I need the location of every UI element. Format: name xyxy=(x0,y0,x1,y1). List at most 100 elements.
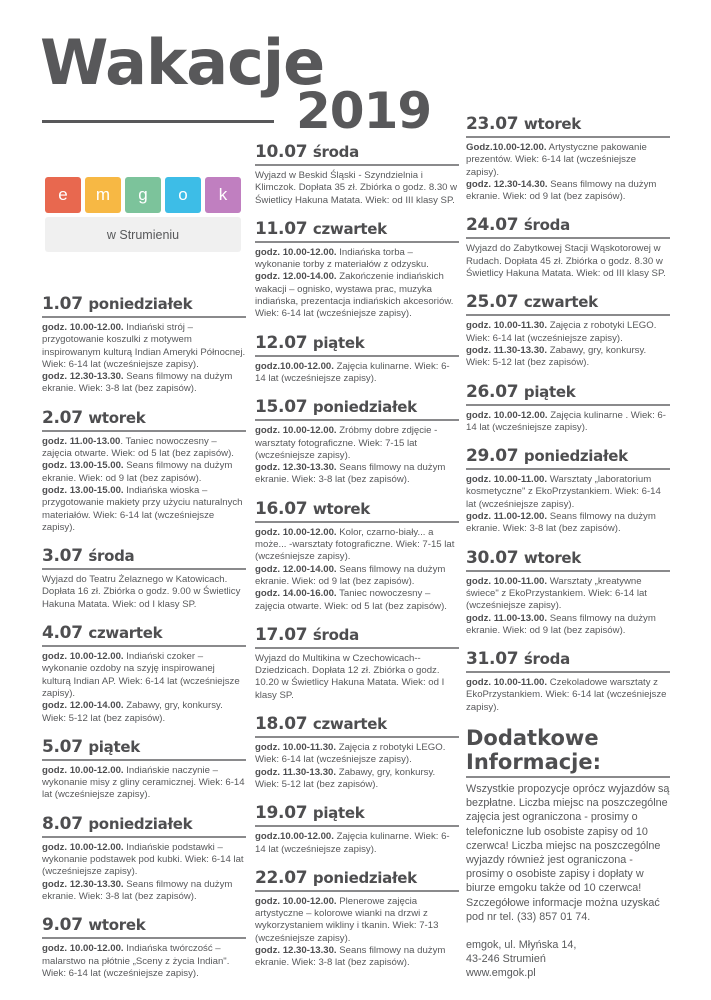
activity-time: godz. 12.00-14.00. xyxy=(255,271,337,283)
day-name: środa xyxy=(312,625,359,644)
day-entry: 3.07 środa Wyjazd do Teatru Żelaznego w K… xyxy=(42,546,246,611)
logo-tile-g: g xyxy=(125,177,161,213)
activity-text: Seans filmowy na dużym ekranie. Wiek: 3-… xyxy=(42,878,233,902)
activity-text: Warsztaty „kreatywne świece" z EkoPrzyst… xyxy=(466,575,647,612)
activity-text: Seans filmowy na dużym ekranie. Wiek: 3-… xyxy=(255,462,446,486)
activity-text: Seans filmowy na dużym ekranie. Wiek: 3-… xyxy=(466,511,656,535)
activity-time: godz. 12.00-14.00. xyxy=(255,563,337,575)
day-name: środa xyxy=(523,216,570,235)
day-heading: 9.07 wtorek xyxy=(42,915,246,940)
activity-time: godz. 12.30-13.30. xyxy=(42,878,124,890)
day-entry: 2.07 wtorek godz. 11.00-13.00. Taniec now… xyxy=(42,408,246,534)
activity: godz. 10.00-12.00. Indiańska torba – wyk… xyxy=(255,247,459,272)
day-heading: 19.07 piątek xyxy=(255,803,459,828)
activity-text: Wyjazd do Multikina w Czechowicach--Dzie… xyxy=(255,652,445,701)
activity-text: Seans filmowy na dużym ekranie. Wiek: od… xyxy=(466,178,657,203)
day-entry: 17.07 środa Wyjazd do Multikina w Czechow… xyxy=(255,625,459,702)
day-heading: 16.07 wtorek xyxy=(255,499,459,523)
day-name: czwartek xyxy=(523,293,598,312)
day-name: środa xyxy=(88,547,135,566)
day-date: 15.07 xyxy=(255,397,308,418)
day-date: 26.07 xyxy=(466,381,519,402)
day-entry: 22.07 poniedziałek godz. 10.00-12.00. Ple… xyxy=(255,868,459,970)
activity-time: godz.10.00-12.00. xyxy=(255,831,334,843)
day-name: poniedziałek xyxy=(523,447,628,466)
activity: Wyjazd w Beskid Śląski - Szyndzielnia i … xyxy=(255,170,459,207)
activity: godz. 11.00-13.00. Seans filmowy na duży… xyxy=(466,613,670,638)
activity-time: godz. 10.00-12.00. xyxy=(255,895,337,907)
day-name: czwartek xyxy=(312,715,387,734)
activity: godz. 10.00-11.30. Zajęcia z robotyki LE… xyxy=(255,742,459,767)
activity: godz.10.00-12.00. Zajęcia kulinarne. Wie… xyxy=(255,831,459,856)
activity: godz. 12.00-14.00. Zabawy, gry, konkursy… xyxy=(42,700,246,725)
address-street: emgok, ul. Młyńska 14, xyxy=(466,939,577,952)
day-date: 11.07 xyxy=(255,218,308,239)
activity-text: Taniec nowoczesny – zajęcia otwarte. Wie… xyxy=(255,588,447,612)
info-heading: Dodatkowe Informacje: xyxy=(466,726,670,779)
activity: godz. 10.00-11.00. Warsztaty „kreatywne … xyxy=(466,576,670,613)
day-name: wtorek xyxy=(312,499,370,518)
activity-time: godz.10.00-12.00. xyxy=(255,360,334,372)
activity: godz.10.00-12.00. Zajęcia kulinarne. Wie… xyxy=(255,361,459,386)
activity: godz. 12.30-13.30. Seans filmowy na duży… xyxy=(255,462,459,487)
activity-text: Warsztaty „laboratorium kosmetyczne" z E… xyxy=(466,474,661,510)
activity-time: godz. 10.00-11.00. xyxy=(466,677,548,689)
activity: godz. 11.30-13.30. Zabawy, gry, konkursy… xyxy=(466,345,670,370)
activity-time: godz. 12.30-13.30. xyxy=(255,462,337,474)
activity-time: godz. 10.00-11.30. xyxy=(255,742,337,754)
day-heading: 15.07 poniedziałek xyxy=(255,397,459,422)
schedule-column-2: 10.07 środa Wyjazd w Beskid Śląski - Szyn… xyxy=(255,142,459,982)
activity-time: godz. 13.00-15.00. xyxy=(42,484,124,496)
day-name: wtorek xyxy=(88,916,146,935)
activity-text: Indiańska twórczość – malarstwo na płótn… xyxy=(42,943,230,979)
activity-text: Indiański strój – przygotowanie koszulki… xyxy=(42,322,246,370)
day-entry: 15.07 poniedziałek godz. 10.00-12.00. Zró… xyxy=(255,397,459,486)
day-name: poniedziałek xyxy=(312,868,417,887)
day-entry: 18.07 czwartek godz. 10.00-11.30. Zajęcia… xyxy=(255,714,459,791)
day-heading: 11.07 czwartek xyxy=(255,219,459,243)
activity: godz. 12.00-14.00. Seans filmowy na duży… xyxy=(255,564,459,589)
day-heading: 3.07 środa xyxy=(42,546,246,571)
activity: godz. 10.00-12.00. Indiański czoker – wy… xyxy=(42,651,246,700)
logo-tile-m: m xyxy=(85,177,121,213)
activity-time: godz. 10.00-12.00. xyxy=(255,526,337,538)
activity-time: godz. 12.30-13.30. xyxy=(255,944,337,956)
activity-text: Zabawy, gry, konkursy. Wiek: 5-12 lat (b… xyxy=(42,700,223,724)
activity-time: godz. 10.00-12.00. xyxy=(255,425,337,437)
activity-text: Indiańska wioska – przygotowanie makiety… xyxy=(42,484,243,533)
day-heading: 22.07 poniedziałek xyxy=(255,868,459,892)
activity-time: godz. 10.00-12.00. xyxy=(42,841,124,853)
activity-text: Zajęcia kulinarne. Wiek: 6-14 lat (wcześ… xyxy=(255,831,450,855)
day-heading: 24.07 środa xyxy=(466,215,670,240)
activity: godz. 11.00-13.00. Taniec nowoczesny – z… xyxy=(42,436,246,461)
website-link[interactable]: www.emgok.pl xyxy=(466,967,536,980)
day-date: 9.07 xyxy=(42,915,83,936)
day-name: wtorek xyxy=(88,408,146,427)
activity: godz. 10.00-12.00. Zróbmy dobre zdjęcie … xyxy=(255,425,459,462)
schedule-column-3: 23.07 wtorek Godz.10.00-12.00. Artystyczn… xyxy=(466,114,670,981)
activity: godz. 10.00-12.00. Indiańska twórczość –… xyxy=(42,943,246,980)
day-entry: 9.07 wtorek godz. 10.00-12.00. Indiańska … xyxy=(42,915,246,980)
day-date: 23.07 xyxy=(466,114,519,134)
day-entry: 10.07 środa Wyjazd w Beskid Śląski - Szyn… xyxy=(255,142,459,207)
logo-subtitle: w Strumieniu xyxy=(45,217,241,252)
schedule-column-3-days: 23.07 wtorek Godz.10.00-12.00. Artystyczn… xyxy=(466,114,670,714)
day-entry: 31.07 środa godz. 10.00-11.00. Czekoladow… xyxy=(466,649,670,714)
day-name: piątek xyxy=(312,333,365,352)
day-date: 12.07 xyxy=(255,332,308,353)
activity-time: godz. 14.00-16.00. xyxy=(255,588,337,600)
activity-time: godz. 11.00-12.00. xyxy=(466,511,548,523)
activity: godz. 14.00-16.00. Taniec nowoczesny – z… xyxy=(255,588,459,613)
activity-text: Zajęcia z robotyki LEGO. Wiek: 6-14 lat … xyxy=(466,320,657,344)
day-entry: 30.07 wtorek godz. 10.00-11.00. Warsztaty… xyxy=(466,548,670,637)
activity-time: godz. 11.00-13.00. xyxy=(466,612,548,624)
info-heading-line1: Dodatkowe xyxy=(466,726,599,751)
activity-text: Wyjazd w Beskid Śląski - Szyndzielnia i … xyxy=(255,170,458,206)
day-heading: 26.07 piątek xyxy=(466,382,670,406)
day-date: 25.07 xyxy=(466,292,519,313)
activity: godz. 13.00-15.00. Indiańska wioska – pr… xyxy=(42,485,246,534)
day-entry: 19.07 piątek godz.10.00-12.00. Zajęcia ku… xyxy=(255,803,459,856)
year-title: 2019 xyxy=(296,82,432,140)
day-heading: 12.07 piątek xyxy=(255,333,459,357)
